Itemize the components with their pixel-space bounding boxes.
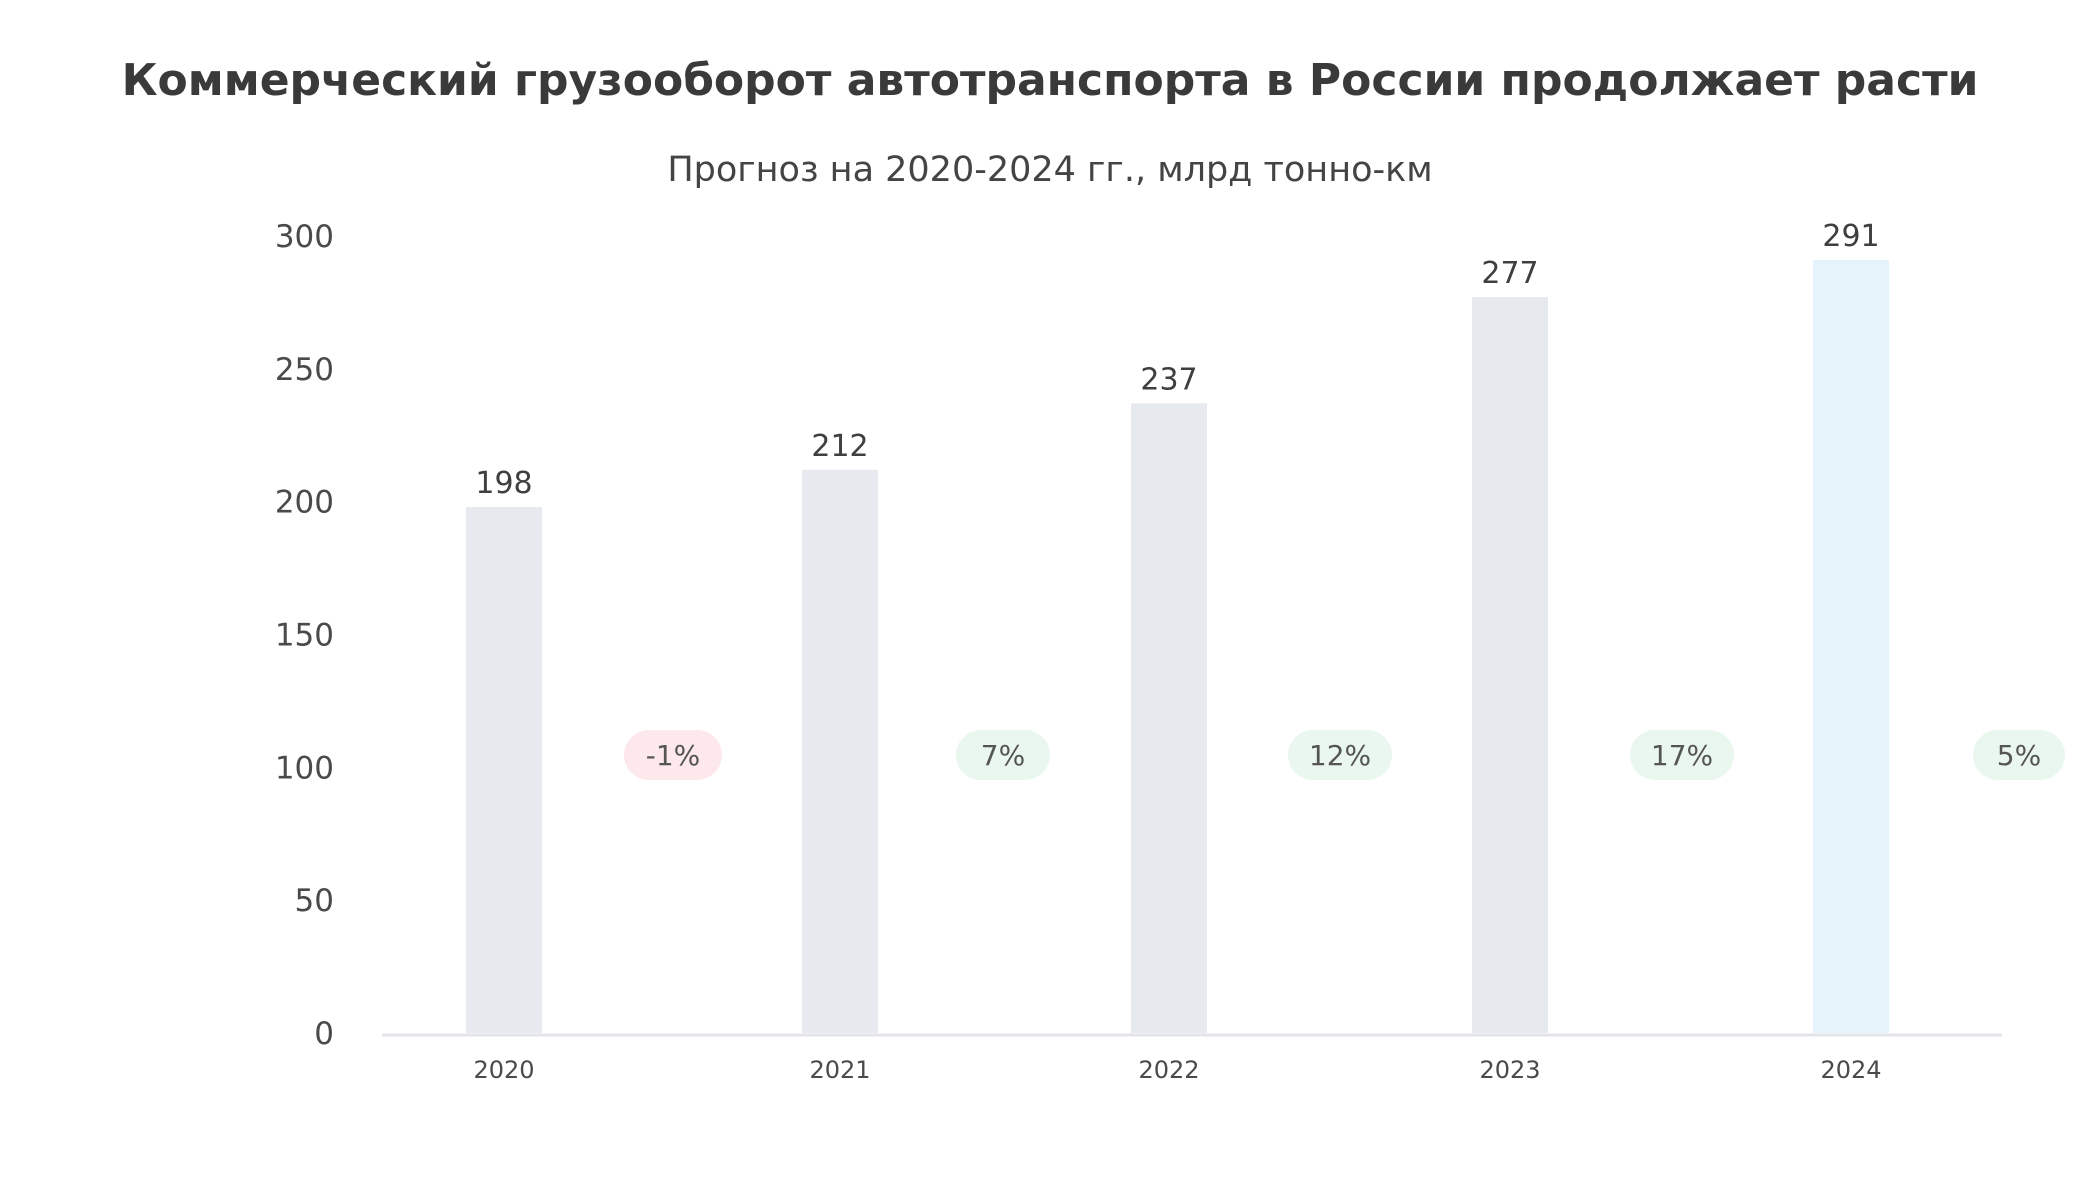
x-tick-label: 2023 (1479, 1056, 1540, 1084)
x-tick-label: 2024 (1820, 1056, 1881, 1084)
growth-badge-label: 17% (1651, 739, 1713, 772)
x-tick-label: 2020 (473, 1056, 534, 1084)
growth-badge-label: -1% (646, 739, 701, 772)
growth-badge (1973, 730, 2065, 780)
bar-2022 (1131, 403, 1207, 1033)
y-tick-label: 100 (275, 750, 334, 786)
y-tick-label: 150 (275, 618, 334, 654)
bar-value-label: 291 (1822, 219, 1879, 254)
x-tick-label: 2022 (1138, 1056, 1199, 1084)
y-tick-label: 250 (275, 352, 334, 388)
y-tick-label: 200 (275, 485, 334, 521)
bar-2023 (1472, 297, 1548, 1033)
bar-value-label: 237 (1140, 362, 1197, 397)
bar-value-label: 198 (475, 466, 532, 501)
bar-2021 (802, 469, 878, 1034)
bar-2020 (466, 506, 542, 1034)
bar-value-label: 277 (1481, 256, 1538, 291)
chart-subtitle: Прогноз на 2020-2024 гг., млрд тонно-км (667, 150, 1433, 190)
y-tick-label: 0 (314, 1016, 334, 1052)
growth-badge-label: 5% (1997, 739, 2041, 772)
growth-badge-label: 12% (1309, 739, 1371, 772)
growth-badge (956, 730, 1050, 780)
chart-title: Коммерческий грузооборот автотранспорта … (121, 55, 1979, 106)
growth-badge (1630, 730, 1734, 780)
growth-badge (1288, 730, 1392, 780)
growth-badge-label: 7% (981, 739, 1025, 772)
bar-value-label: 212 (811, 429, 868, 464)
growth-badge (624, 730, 722, 780)
x-tick-label: 2021 (809, 1056, 870, 1084)
y-tick-label: 300 (275, 219, 334, 255)
bar-2024 (1813, 259, 1889, 1033)
y-tick-label: 50 (295, 883, 334, 919)
